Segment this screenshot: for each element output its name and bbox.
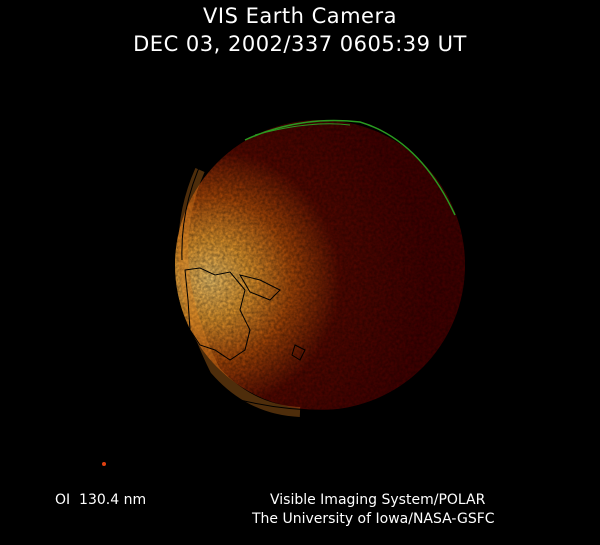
bright-pixel [102, 462, 106, 466]
image-title: VIS Earth Camera [203, 4, 397, 28]
credit-line-1: Visible Imaging System/POLAR [270, 492, 486, 508]
filter-wavelength-label: OI 130.4 nm [55, 492, 147, 508]
coastline-outline [181, 144, 341, 411]
aurora-arc [244, 119, 456, 216]
credit-line-2: The University of Iowa/NASA-GSFC [252, 511, 495, 527]
image-timestamp: DEC 03, 2002/337 0605:39 UT [133, 32, 467, 56]
